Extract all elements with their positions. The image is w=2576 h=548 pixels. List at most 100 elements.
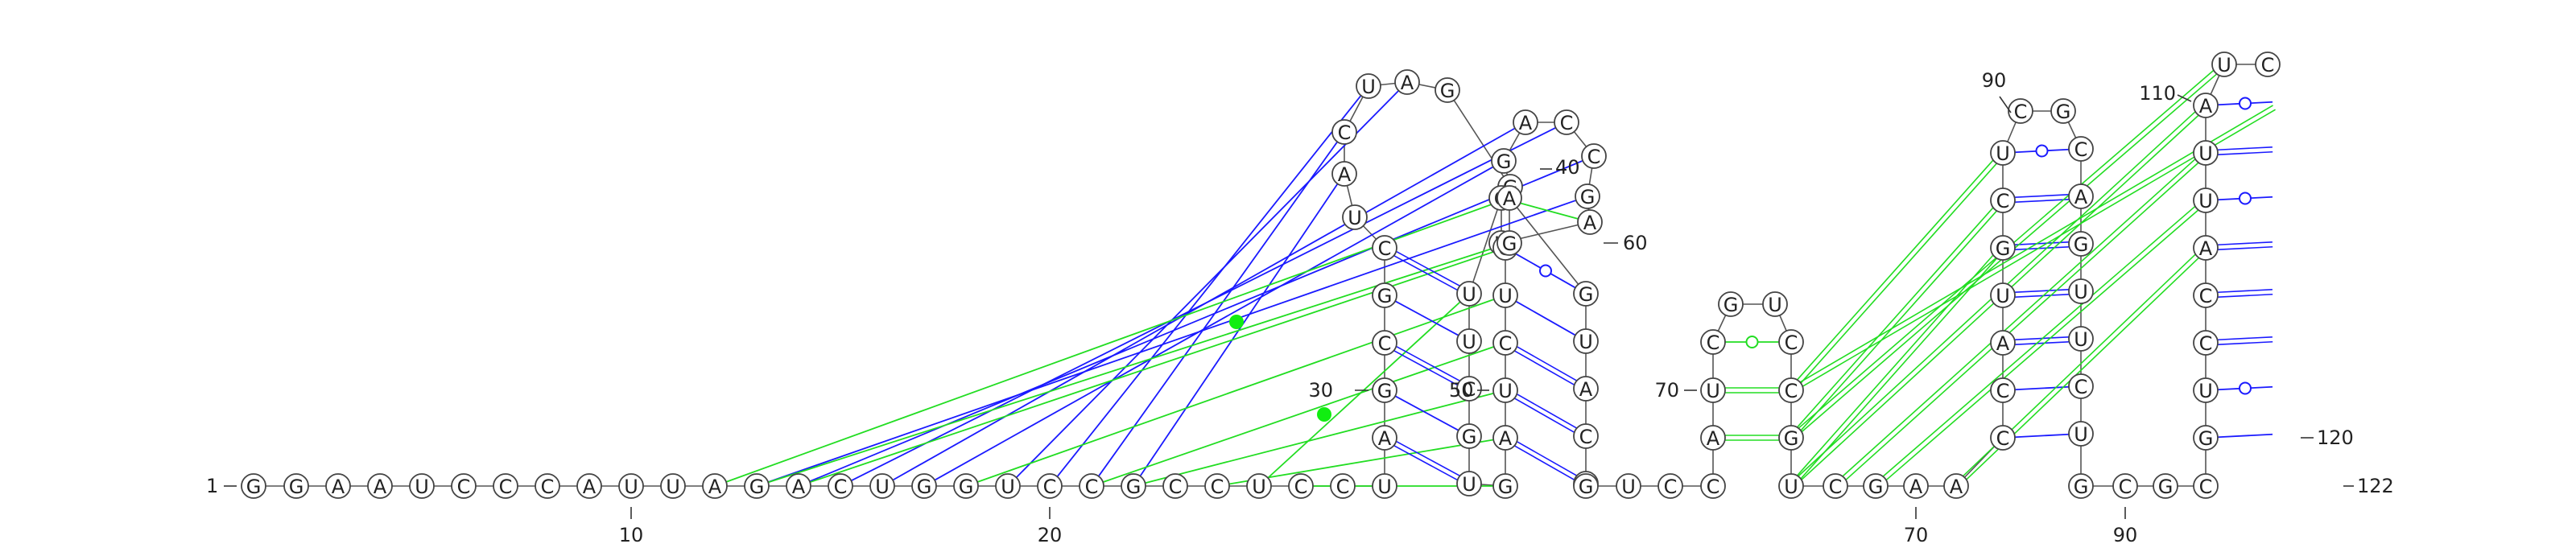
gu-wobble-marker (2035, 144, 2049, 158)
nucleotide-letter: A (1707, 427, 1720, 450)
nucleotide-3: A (325, 473, 351, 499)
nucleotide-letter: A (1583, 212, 1597, 234)
nucleotide-letter: G (1868, 476, 1884, 498)
nucleotide-letter: U (1462, 331, 1476, 353)
nucleotide-letter: U (1768, 294, 1782, 316)
nucleotide-letter: C (2199, 476, 2213, 498)
nucleotide-letter: C (2119, 476, 2132, 498)
nucleotide-letter: C (1043, 476, 1057, 498)
nucleotide-letter: U (1462, 473, 1476, 496)
nucleotide-24: C (1204, 473, 1230, 499)
base-pair-line (1396, 250, 1460, 286)
nucleotide-1: G (241, 473, 266, 499)
base-pair-line (1517, 346, 1577, 381)
nucleotide-letter: G (2158, 476, 2174, 498)
nucleotide-letter: C (1294, 476, 1308, 498)
nucleotide-letter: G (1996, 237, 2011, 260)
base-pair-line (1515, 300, 1576, 336)
position-number: 120 (2317, 426, 2354, 449)
nucleotide-letter: U (1498, 380, 1513, 402)
nucleotide-letter: G (1784, 427, 1799, 450)
nucleotide-letter: U (1784, 476, 1798, 498)
nucleotide-letter: A (2199, 237, 2213, 260)
base-pair-line (2015, 293, 2070, 299)
nucleotide-12: A (702, 473, 728, 499)
nucleotide-letter: A (1503, 187, 1517, 210)
position-number: 70 (1904, 524, 1929, 546)
position-number: 30 (1308, 379, 1333, 402)
nucleotide-letter: A (1378, 427, 1392, 450)
gu-wobble-marker (2239, 97, 2252, 110)
nucleotide-letter: C (1378, 237, 1392, 260)
nucleotide-82: A (1903, 473, 1929, 499)
nucleotide-56: U (1492, 377, 1518, 403)
nucleotide-letter: C (1560, 112, 1574, 134)
nucleotide-13: G (744, 473, 770, 499)
position-number: 50 (1449, 379, 1474, 402)
nucleotide-letter: C (1664, 476, 1678, 498)
nucleotide-letter: C (1829, 476, 1843, 498)
nucleotide-15: C (828, 473, 853, 499)
base-pair-line (2015, 340, 2070, 346)
gu-wobble-marker (2239, 381, 2252, 395)
nucleotide-letter: C (2074, 376, 2088, 398)
nucleotide-letter: C (2261, 54, 2275, 76)
nucleotide-letter: C (1996, 380, 2010, 402)
nucleotide-letter: A (1909, 476, 1923, 498)
nucleotide-35: A (1331, 161, 1357, 187)
base-pair-line (1514, 350, 1575, 385)
nucleotide-letter: U (624, 476, 638, 498)
nucleotide-52: G (1456, 423, 1482, 449)
nucleotide-letter: U (1252, 476, 1266, 498)
nucleotide-letter: A (2074, 186, 2088, 208)
nucleotide-22: G (1121, 473, 1146, 499)
nucleotide-99: U (2068, 421, 2094, 447)
nucleotide-81: G (1863, 473, 1889, 499)
nucleotide-letter: U (2074, 328, 2088, 351)
nucleotide-111: A (2193, 93, 2219, 118)
base-pair-line (1393, 255, 1458, 291)
nucleotide-105: U (2193, 377, 2219, 403)
base-pair-line (2217, 288, 2273, 294)
nucleotide-84: C (1990, 425, 2016, 451)
nucleotide-72: U (1700, 377, 1726, 403)
nucleotide-letter: C (1579, 426, 1593, 448)
nucleotide-letter: C (1211, 476, 1224, 498)
nucleotide-letter: G (2074, 476, 2089, 498)
nucleotide-43: C (1554, 109, 1579, 135)
nucleotide-80: C (1823, 473, 1848, 499)
nucleotide-letter: A (583, 476, 597, 498)
nucleotide-letter: A (1401, 72, 1414, 94)
nucleotide-34: U (1342, 204, 1368, 230)
nucleotide-65: C (1573, 423, 1599, 449)
nucleotide-68: U (1616, 473, 1641, 499)
base-pair-line (2217, 146, 2273, 151)
base-pair-line (1882, 205, 2196, 477)
nucleotide-8: C (535, 473, 560, 499)
nucleotide-16: U (869, 473, 895, 499)
nucleotide-letter: G (1579, 476, 1594, 498)
nucleotide-letter: C (2199, 285, 2213, 307)
base-pair-line (1056, 95, 1362, 477)
nucleotide-letter: U (2074, 423, 2088, 446)
nucleotide-letter: C (834, 476, 848, 498)
nucleotide-letter: U (1579, 331, 1593, 353)
nucleotide-69: C (1657, 473, 1683, 499)
base-pair-layer (725, 69, 2276, 487)
base-pair-line (2014, 288, 2069, 294)
nucleotide-letter: U (1498, 285, 1513, 307)
nucleotide-36: C (1331, 119, 1357, 145)
nucleotide-letter: U (1001, 476, 1015, 498)
nucleotide-letter: G (1377, 285, 1393, 307)
base-pair-line (1797, 159, 1994, 381)
nucleotide-57: C (1492, 330, 1518, 356)
nucleotide-39: G (1435, 77, 1460, 103)
nucleotide-7: C (493, 473, 518, 499)
nucleotide-letter: A (1338, 163, 1352, 186)
base-pair-line (1800, 258, 1997, 480)
base-pair-line (1517, 441, 1577, 476)
nucleotide-letter: C (1499, 332, 1513, 355)
base-pair-line (1015, 90, 1400, 478)
base-pair-line (2014, 385, 2070, 391)
